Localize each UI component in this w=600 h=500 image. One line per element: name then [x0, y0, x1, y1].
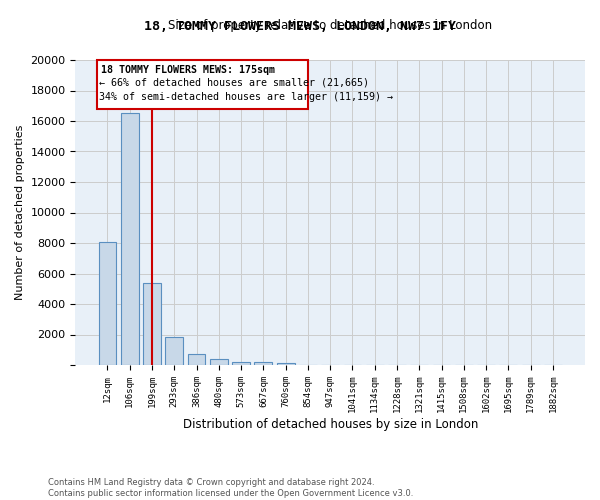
Bar: [143, 284, 161, 365]
Bar: [254, 362, 272, 365]
Text: Contains HM Land Registry data © Crown copyright and database right 2024.
Contai: Contains HM Land Registry data © Crown c…: [48, 478, 413, 498]
Bar: [277, 363, 295, 365]
Title: Size of property relative to detached houses in London: Size of property relative to detached ho…: [168, 20, 492, 32]
Bar: [188, 354, 205, 365]
Bar: [98, 242, 116, 365]
Bar: [232, 362, 250, 365]
Bar: [97, 60, 308, 109]
Text: ← 66% of detached houses are smaller (21,665): ← 66% of detached houses are smaller (21…: [99, 78, 369, 88]
X-axis label: Distribution of detached houses by size in London: Distribution of detached houses by size …: [182, 418, 478, 431]
Bar: [210, 359, 228, 365]
Y-axis label: Number of detached properties: Number of detached properties: [15, 125, 25, 300]
Bar: [166, 337, 183, 365]
Bar: [121, 114, 139, 365]
Text: 18, TOMMY FLOWERS MEWS, LONDON, NW7 1FY: 18, TOMMY FLOWERS MEWS, LONDON, NW7 1FY: [144, 20, 456, 33]
Text: 18 TOMMY FLOWERS MEWS: 175sqm: 18 TOMMY FLOWERS MEWS: 175sqm: [101, 65, 275, 75]
Text: 34% of semi-detached houses are larger (11,159) →: 34% of semi-detached houses are larger (…: [99, 92, 393, 102]
